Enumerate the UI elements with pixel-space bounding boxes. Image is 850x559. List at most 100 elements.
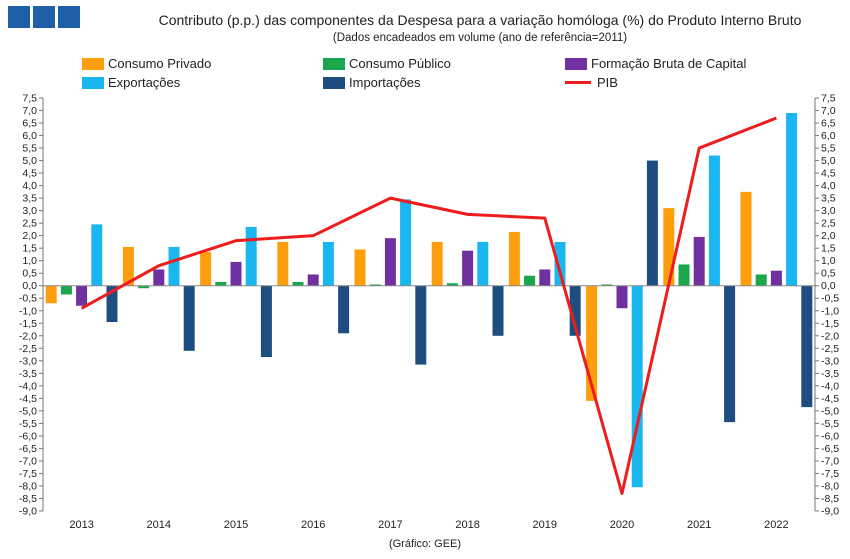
legend-label-importacoes: Importações [349, 75, 421, 90]
y-tick-label-left: 6,5 [22, 118, 37, 130]
bar-importa-es-2019 [569, 285, 581, 336]
y-tick-label-right: -1,0 [821, 305, 839, 317]
x-tick-label-2014: 2014 [147, 519, 171, 531]
y-tick-label-left: -2,0 [19, 330, 37, 342]
y-tick-label-right: -2,0 [821, 330, 839, 342]
y-tick-label-left: -8,0 [19, 480, 37, 492]
bar-forma-o-bruta-de-capital-2022 [770, 270, 782, 286]
bar-importa-es-2022 [801, 285, 813, 408]
logo-block-3 [58, 6, 80, 28]
legend-item-fbc: Formação Bruta de Capital [565, 56, 746, 71]
y-tick-label-right: -9,0 [821, 506, 839, 518]
y-tick-label-right: -7,0 [821, 455, 839, 467]
y-tick-label-right: 3,0 [821, 205, 836, 217]
y-tick-label-right: 6,5 [821, 118, 836, 130]
bar-consumo-p-blico-2019 [524, 275, 536, 286]
bar-exporta-es-2021 [708, 155, 720, 286]
y-tick-label-left: -4,5 [19, 393, 37, 405]
chart-source: (Gráfico: GEE) [388, 538, 462, 550]
bar-exporta-es-2013 [91, 224, 103, 286]
bar-consumo-privado-2013 [45, 285, 57, 304]
y-tick-label-right: -1,5 [821, 318, 839, 330]
y-tick-label-left: -7,0 [19, 455, 37, 467]
bar-exporta-es-2022 [786, 113, 798, 286]
y-tick-label-right: 7,0 [821, 105, 836, 117]
bar-consumo-p-blico-2015 [215, 281, 227, 286]
y-tick-label-right: -8,0 [821, 480, 839, 492]
bar-importa-es-2017 [415, 285, 427, 365]
bar-consumo-privado-2016 [277, 241, 289, 286]
bar-consumo-p-blico-2018 [446, 283, 458, 286]
legend-item-importacoes: Importações [323, 75, 421, 90]
y-tick-label-left: 5,0 [22, 155, 37, 167]
bar-importa-es-2013 [106, 285, 118, 323]
x-tick-label-2013: 2013 [69, 519, 93, 531]
y-tick-label-right: -4,5 [821, 393, 839, 405]
legend-label-consumo-publico: Consumo Público [349, 56, 451, 71]
bar-consumo-p-blico-2013 [60, 285, 72, 295]
y-tick-label-right: -5,0 [821, 405, 839, 417]
y-tick-label-right: -3,5 [821, 368, 839, 380]
bar-consumo-p-blico-2014 [138, 285, 150, 289]
bar-consumo-p-blico-2021 [678, 264, 690, 286]
legend-label-consumo-privado: Consumo Privado [108, 56, 212, 71]
y-tick-label-right: 0,0 [821, 280, 836, 292]
bar-exporta-es-2014 [168, 246, 180, 286]
y-tick-label-left: -9,0 [19, 506, 37, 518]
y-tick-label-right: -3,0 [821, 355, 839, 367]
bar-consumo-p-blico-2016 [292, 281, 304, 286]
bar-consumo-privado-2018 [431, 241, 443, 286]
y-tick-label-left: 1,0 [22, 255, 37, 267]
y-tick-label-right: 0,5 [821, 268, 836, 280]
bar-consumo-p-blico-2017 [369, 284, 381, 286]
legend-line-pib [565, 81, 591, 84]
bar-exporta-es-2017 [400, 199, 412, 286]
y-tick-label-left: -2,5 [19, 343, 37, 355]
legend-label-pib: PIB [597, 75, 618, 90]
y-tick-label-left: 0,0 [22, 280, 37, 292]
y-tick-label-right: 3,5 [821, 193, 836, 205]
y-tick-label-left: 6,0 [22, 130, 37, 142]
bar-forma-o-bruta-de-capital-2017 [384, 238, 396, 286]
y-tick-label-left: 4,5 [22, 168, 37, 180]
x-tick-label-2021: 2021 [687, 519, 711, 531]
legend-swatch-consumo-privado [82, 57, 104, 70]
bar-forma-o-bruta-de-capital-2020 [616, 285, 628, 309]
logo [8, 6, 80, 28]
bar-consumo-privado-2015 [200, 251, 212, 286]
y-tick-label-right: -7,5 [821, 468, 839, 480]
y-tick-label-left: -5,5 [19, 418, 37, 430]
legend-item-exportacoes: Exportações [82, 75, 180, 90]
bar-consumo-p-blico-2020 [601, 284, 613, 286]
y-tick-label-left: 2,0 [22, 230, 37, 242]
bar-importa-es-2020 [646, 160, 658, 286]
bar-forma-o-bruta-de-capital-2016 [307, 274, 319, 286]
legend-item-consumo-publico: Consumo Público [323, 56, 451, 71]
x-tick-label-2018: 2018 [455, 519, 479, 531]
y-tick-label-left: -4,0 [19, 380, 37, 392]
bar-forma-o-bruta-de-capital-2018 [462, 250, 474, 286]
legend-label-exportacoes: Exportações [108, 75, 181, 90]
bar-forma-o-bruta-de-capital-2019 [539, 269, 551, 286]
bar-exporta-es-2016 [322, 241, 334, 286]
bar-consumo-privado-2022 [740, 191, 752, 286]
y-tick-label-right: 1,5 [821, 243, 836, 255]
bar-importa-es-2021 [724, 285, 736, 423]
bar-importa-es-2014 [183, 285, 195, 351]
bar-forma-o-bruta-de-capital-2015 [230, 261, 242, 286]
y-tick-label-left: -8,5 [19, 493, 37, 505]
y-tick-label-left: -3,5 [19, 368, 37, 380]
y-tick-label-left: -0,5 [19, 293, 37, 305]
y-tick-label-left: 0,5 [22, 268, 37, 280]
y-tick-label-right: -4,0 [821, 380, 839, 392]
bar-exporta-es-2015 [245, 226, 257, 286]
x-tick-label-2015: 2015 [224, 519, 248, 531]
y-tick-label-right: 5,0 [821, 155, 836, 167]
y-tick-label-left: 7,0 [22, 105, 37, 117]
y-tick-label-right: 1,0 [821, 255, 836, 267]
bar-forma-o-bruta-de-capital-2021 [693, 236, 705, 286]
x-tick-label-2017: 2017 [378, 519, 402, 531]
bar-consumo-privado-2019 [508, 231, 520, 286]
bar-consumo-privado-2020 [586, 285, 598, 401]
legend-swatch-consumo-publico [323, 57, 345, 70]
